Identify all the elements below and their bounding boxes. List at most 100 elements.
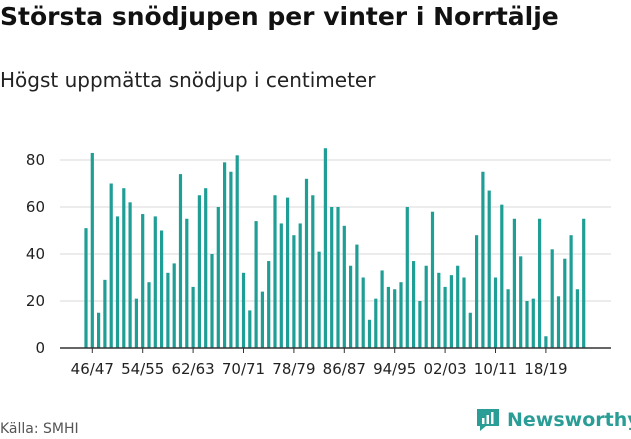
bar-21/22 <box>563 258 567 348</box>
bar-77/78 <box>286 197 290 348</box>
newsworthy-logo-icon <box>477 409 499 431</box>
bar-86/87 <box>342 225 346 348</box>
bar-62/63 <box>191 286 195 348</box>
bar-94/95 <box>393 289 397 348</box>
bar-chart: 0 20 40 60 80 46/47 54/55 62/63 70/71 78/79 86/87… <box>26 148 611 378</box>
bar-46/47 <box>90 152 94 348</box>
bar-97/98 <box>412 261 416 348</box>
bar-81/82 <box>311 195 315 348</box>
bar-20/21 <box>556 296 561 348</box>
bar-69/70 <box>235 155 239 348</box>
brand-name: Newsworthy <box>507 409 631 431</box>
bar-91/92 <box>374 298 378 348</box>
bar-88/89 <box>355 244 359 348</box>
bar-49/50 <box>109 183 113 348</box>
bar-11/12 <box>500 204 504 348</box>
bar-52/53 <box>128 202 132 348</box>
bar-12/13 <box>506 289 510 348</box>
bar-57/58 <box>160 230 164 348</box>
bar-22/23 <box>569 235 573 348</box>
x-tick-label: 02/03 <box>423 360 466 378</box>
y-tick-label: 40 <box>26 245 45 263</box>
bar-16/17 <box>531 298 535 348</box>
bar-24/25 <box>582 218 586 348</box>
y-tick-labels: 0 20 40 60 80 <box>26 151 45 357</box>
bar-13/14 <box>512 218 516 348</box>
bar-18/19 <box>544 336 548 348</box>
bar-17/18 <box>538 218 542 348</box>
bar-50/51 <box>115 216 120 348</box>
bar-82/83 <box>317 251 321 348</box>
x-tick-label: 10/11 <box>474 360 517 378</box>
x-tick-label: 70/71 <box>222 360 265 378</box>
bar-89/90 <box>361 277 365 348</box>
bar-08/09 <box>481 171 485 348</box>
x-tick-label: 78/79 <box>272 360 315 378</box>
bar-71/72 <box>248 310 252 348</box>
y-tick-label: 20 <box>26 292 45 310</box>
x-axis <box>60 347 611 353</box>
bar-72/73 <box>254 221 258 348</box>
bar-04/05 <box>456 265 460 348</box>
x-tick-label: 46/47 <box>71 360 114 378</box>
bar-95/96 <box>399 282 403 348</box>
bar-73/74 <box>260 291 264 348</box>
bar-59/60 <box>172 263 176 348</box>
bar-61/62 <box>185 218 189 348</box>
chart-title: Största snödjupen per vinter i Norrtälje <box>0 2 559 31</box>
bar-70/71 <box>241 272 246 348</box>
bar-10/11 <box>493 277 498 348</box>
x-tick-labels: 46/47 54/55 62/63 70/71 78/79 86/87 94/95 02/03… <box>71 360 568 378</box>
bar-93/94 <box>386 286 390 348</box>
x-tick-label: 18/19 <box>524 360 567 378</box>
bar-51/52 <box>122 188 126 348</box>
y-tick-label: 0 <box>35 339 45 357</box>
bar-76/77 <box>279 223 283 348</box>
bar-65/66 <box>210 254 214 348</box>
x-tick-label: 86/87 <box>323 360 366 378</box>
bar-01/02 <box>437 272 441 348</box>
bar-07/08 <box>475 235 479 348</box>
bar-55/56 <box>147 282 151 348</box>
bar-58/59 <box>166 272 170 348</box>
bar-80/81 <box>304 178 309 348</box>
bar-84/85 <box>330 207 334 348</box>
bar-23/24 <box>575 289 579 348</box>
bar-48/49 <box>103 279 107 348</box>
bar-03/04 <box>449 275 453 348</box>
bar-14/15 <box>519 256 523 348</box>
bar-98/99 <box>418 301 422 348</box>
bar-56/57 <box>153 216 157 348</box>
x-tick-label: 94/95 <box>373 360 416 378</box>
bar-85/86 <box>336 207 340 348</box>
bar-90/91 <box>367 319 372 348</box>
x-tick-label: 62/63 <box>171 360 214 378</box>
bars <box>84 148 586 348</box>
bar-19/20 <box>550 249 554 348</box>
y-tick-label: 80 <box>26 151 45 169</box>
bar-78/79 <box>292 235 296 348</box>
bar-09/10 <box>487 190 491 348</box>
bar-64/65 <box>204 188 208 348</box>
bar-87/88 <box>349 265 353 348</box>
bar-68/69 <box>229 171 233 348</box>
source-note: Källa: SMHI <box>0 421 79 437</box>
bar-05/06 <box>462 277 466 348</box>
chart-subtitle: Högst uppmätta snödjup i centimeter <box>0 68 376 92</box>
y-tick-label: 60 <box>26 198 45 216</box>
bar-92/93 <box>380 270 384 348</box>
bar-99/00 <box>424 265 428 348</box>
bar-06/07 <box>468 312 472 348</box>
bar-53/54 <box>134 298 138 348</box>
bar-96/97 <box>405 207 409 348</box>
brand-logo: Newsworthy <box>475 407 631 433</box>
bar-74/75 <box>267 261 271 348</box>
bar-54/55 <box>141 214 145 348</box>
bar-63/64 <box>197 195 201 348</box>
bar-00/01 <box>430 211 435 348</box>
bar-15/16 <box>525 301 529 348</box>
bar-67/68 <box>223 162 227 348</box>
bar-83/84 <box>323 148 327 348</box>
bar-66/67 <box>216 207 220 348</box>
bar-60/61 <box>178 174 183 348</box>
